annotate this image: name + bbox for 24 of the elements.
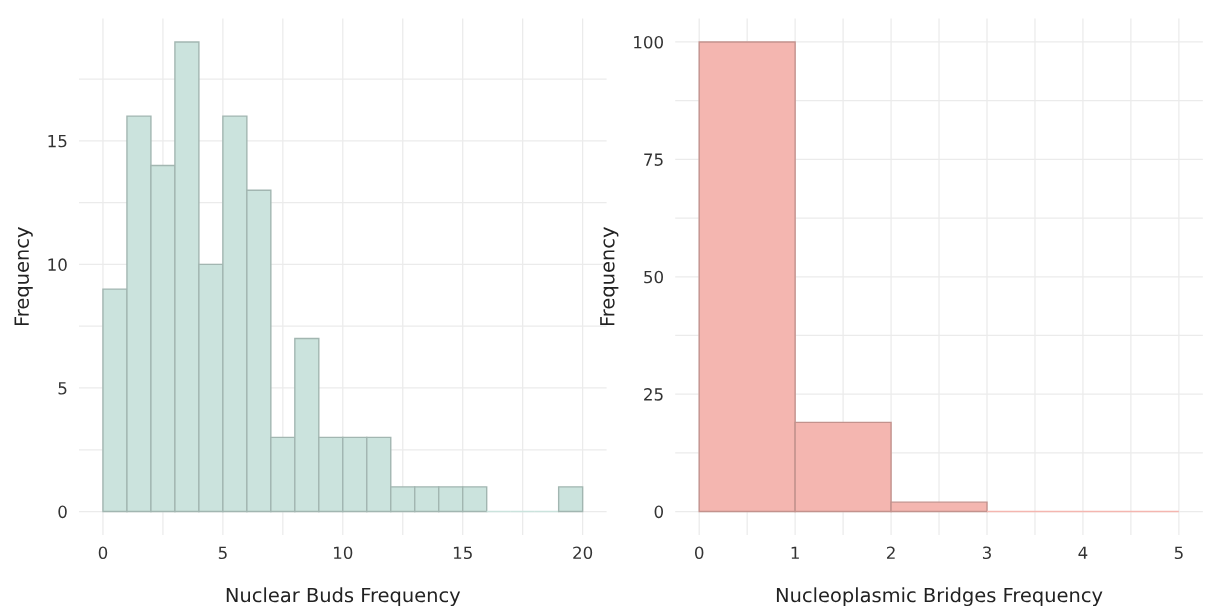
x-tick-label: 5 — [1174, 546, 1183, 560]
x-tick-label: 4 — [1078, 546, 1088, 559]
x-tick-label: 2 — [886, 546, 895, 559]
y-tick-label: 25 — [644, 388, 663, 401]
y-tick-label: 10 — [48, 258, 67, 271]
x-tick-label: 0 — [98, 546, 108, 560]
x-tick-label: 15 — [453, 546, 472, 560]
x-axis-title: Nuclear Buds Frequency — [226, 587, 461, 607]
y-tick-label: 5 — [58, 382, 67, 395]
y-tick-label: 75 — [644, 153, 663, 166]
x-tick-label: 1 — [791, 546, 799, 559]
y-tick-label: 0 — [58, 505, 67, 519]
y-axis-title: Frequency — [600, 227, 619, 326]
y-axis-title: Frequency — [14, 227, 33, 326]
x-tick-label: 5 — [218, 546, 227, 560]
x-axis-title: Nucleoplasmic Bridges Frequency — [776, 587, 1103, 607]
x-tick-label: 10 — [334, 546, 353, 560]
x-tick-label: 20 — [573, 546, 593, 560]
x-tick-label: 3 — [982, 546, 991, 560]
y-tick-label: 15 — [48, 134, 67, 148]
y-tick-label: 100 — [634, 35, 663, 49]
y-tick-label: 0 — [654, 505, 663, 519]
x-tick-label: 0 — [694, 546, 704, 560]
y-tick-label: 50 — [644, 270, 663, 284]
